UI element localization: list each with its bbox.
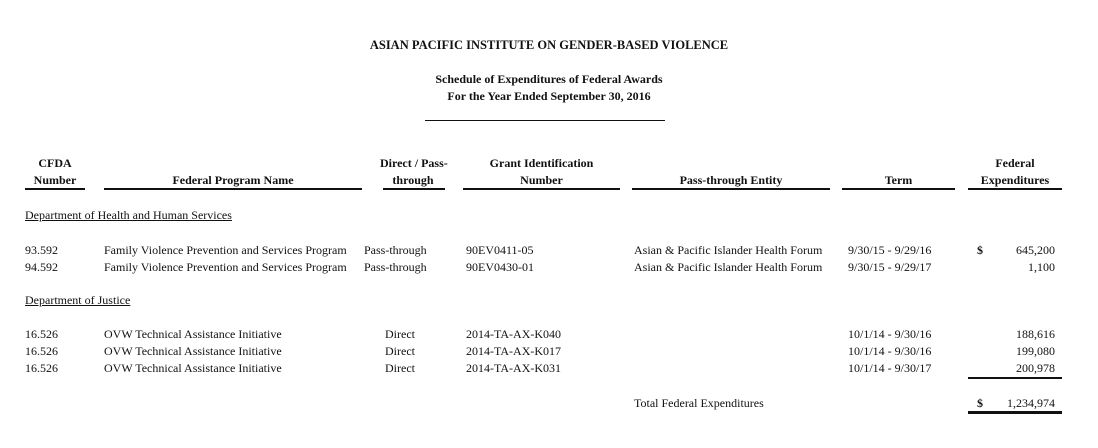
section-heading: Department of Justice — [25, 293, 131, 307]
cell-amount: 199,080 — [1016, 344, 1055, 358]
cell-program: Family Violence Prevention and Services … — [104, 260, 347, 274]
cell-amount: 200,978 — [1016, 361, 1055, 375]
header-rule — [632, 188, 830, 190]
cell-amount: 645,200 — [1016, 243, 1055, 257]
cell-grant: 2014-TA-AX-K031 — [466, 361, 562, 375]
cell-direct: Pass-through — [364, 243, 427, 257]
cell-cfda: 16.526 — [25, 361, 58, 375]
cell-currency: $ — [977, 243, 983, 257]
cell-term: 10/1/14 - 9/30/17 — [848, 361, 932, 375]
header-exp-1: Federal — [995, 156, 1035, 170]
header-rule — [104, 188, 362, 190]
section-heading: Department of Health and Human Services — [25, 208, 232, 222]
header-rule — [463, 188, 620, 190]
cell-grant: 2014-TA-AX-K040 — [466, 327, 562, 341]
cell-term: 9/30/15 - 9/29/17 — [848, 260, 932, 274]
header-term: Term — [884, 173, 913, 187]
title-rule — [425, 120, 665, 121]
cell-direct: Direct — [385, 327, 415, 341]
header-entity: Pass-through Entity — [679, 173, 783, 187]
cell-cfda: 16.526 — [25, 327, 58, 341]
cell-amount: 1,100 — [1028, 260, 1055, 274]
total-label: Total Federal Expenditures — [634, 396, 764, 410]
cell-cfda: 94.592 — [25, 260, 58, 274]
cell-grant: 90EV0411-05 — [466, 243, 534, 257]
period: For the Year Ended September 30, 2016 — [447, 89, 651, 103]
header-grant-1: Grant Identification — [489, 156, 594, 170]
header-direct-2: through — [392, 173, 434, 187]
header-rule — [383, 188, 445, 190]
header-rule — [968, 188, 1062, 190]
cell-entity: Asian & Pacific Islander Health Forum — [634, 243, 823, 257]
cell-program: OVW Technical Assistance Initiative — [104, 361, 282, 375]
header-rule — [842, 188, 955, 190]
subtotal-rule — [968, 377, 1062, 379]
total-amount: 1,234,974 — [1007, 396, 1055, 410]
cell-direct: Direct — [385, 361, 415, 375]
cell-program: Family Violence Prevention and Services … — [104, 243, 347, 257]
total-double-rule — [968, 411, 1062, 414]
cell-entity: Asian & Pacific Islander Health Forum — [634, 260, 823, 274]
cell-program: OVW Technical Assistance Initiative — [104, 344, 282, 358]
cell-grant: 90EV0430-01 — [466, 260, 534, 274]
org-title: ASIAN PACIFIC INSTITUTE ON GENDER-BASED … — [369, 38, 729, 52]
cell-term: 9/30/15 - 9/29/16 — [848, 243, 932, 257]
total-currency: $ — [977, 396, 983, 410]
cell-cfda: 16.526 — [25, 344, 58, 358]
cell-cfda: 93.592 — [25, 243, 58, 257]
cell-direct: Direct — [385, 344, 415, 358]
cell-term: 10/1/14 - 9/30/16 — [848, 327, 932, 341]
header-program: Federal Program Name — [172, 173, 294, 187]
header-rule — [25, 188, 85, 190]
cell-program: OVW Technical Assistance Initiative — [104, 327, 282, 341]
cell-amount: 188,616 — [1016, 327, 1055, 341]
cell-direct: Pass-through — [364, 260, 427, 274]
cell-grant: 2014-TA-AX-K017 — [466, 344, 562, 358]
header-cfda-2: Number — [33, 173, 77, 187]
schedule-title: Schedule of Expenditures of Federal Awar… — [435, 72, 663, 86]
header-direct-1: Direct / Pass- — [380, 156, 448, 170]
cell-term: 10/1/14 - 9/30/16 — [848, 344, 932, 358]
header-exp-2: Expenditures — [980, 173, 1050, 187]
header-grant-2: Number — [520, 173, 563, 187]
header-cfda-1: CFDA — [38, 156, 72, 170]
